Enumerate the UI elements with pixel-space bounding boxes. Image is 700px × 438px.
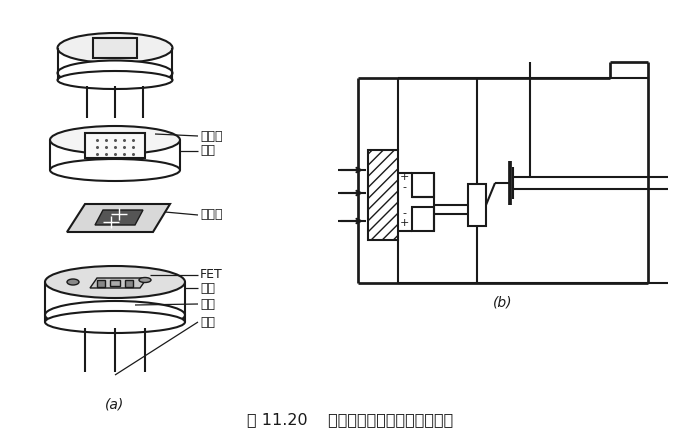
Bar bbox=[97, 280, 105, 287]
Bar bbox=[368, 150, 398, 240]
Text: 引线: 引线 bbox=[200, 315, 215, 328]
Bar bbox=[125, 280, 133, 287]
Ellipse shape bbox=[67, 279, 79, 285]
Ellipse shape bbox=[57, 33, 172, 63]
Text: 滤光片: 滤光片 bbox=[200, 130, 223, 142]
Polygon shape bbox=[90, 278, 147, 288]
Bar bbox=[468, 184, 486, 226]
Bar bbox=[110, 280, 120, 286]
Ellipse shape bbox=[45, 311, 185, 333]
Polygon shape bbox=[67, 204, 170, 232]
Text: 图 11.20    热释电人体红外传感器的结构: 图 11.20 热释电人体红外传感器的结构 bbox=[247, 413, 453, 427]
Text: -: - bbox=[402, 208, 406, 218]
Text: +: + bbox=[399, 218, 409, 228]
Bar bbox=[412, 207, 434, 231]
Text: +: + bbox=[399, 172, 409, 182]
Bar bbox=[85, 133, 145, 158]
Ellipse shape bbox=[57, 60, 172, 85]
Text: FET: FET bbox=[200, 268, 223, 282]
Ellipse shape bbox=[45, 266, 185, 298]
Text: (b): (b) bbox=[494, 296, 512, 310]
Text: -: - bbox=[402, 182, 406, 192]
Text: 高阻: 高阻 bbox=[200, 297, 215, 311]
Ellipse shape bbox=[50, 159, 180, 181]
Text: 管座: 管座 bbox=[200, 282, 215, 294]
Text: 管帽: 管帽 bbox=[200, 145, 215, 158]
Bar bbox=[412, 173, 434, 197]
Ellipse shape bbox=[57, 71, 172, 89]
Ellipse shape bbox=[50, 126, 180, 154]
Text: (a): (a) bbox=[106, 398, 125, 412]
Polygon shape bbox=[95, 210, 143, 225]
Bar bbox=[93, 38, 137, 58]
Text: 敏感元: 敏感元 bbox=[200, 208, 223, 222]
Ellipse shape bbox=[45, 301, 185, 329]
Ellipse shape bbox=[139, 278, 151, 283]
